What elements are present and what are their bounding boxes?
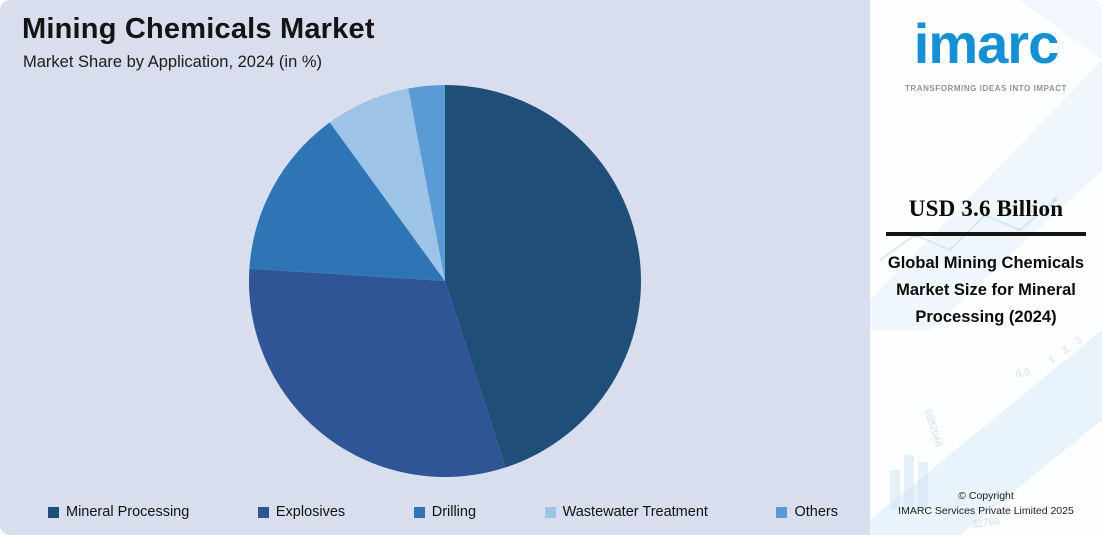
pie-chart [249,85,641,477]
pie-slice-drilling [249,122,445,281]
pie-slice-mineral-processing [445,85,641,468]
chart-legend: Mineral Processing Explosives Drilling Wast… [48,504,838,520]
sidebar-decoration [870,0,1102,535]
stat-value: USD 3.6 Billion [908,196,1064,221]
legend-swatch [413,506,425,518]
legend-item-wastewater-treatment: Wastewater Treatment [544,504,708,520]
pie-slice-others [408,85,445,281]
legend-item-explosives: Explosives [257,504,346,520]
legend-label: Drilling [431,504,477,520]
legend-item-mineral-processing: Mineral Processing [48,504,189,520]
copyright: © Copyright IMARC Services Private Limit… [870,489,1102,519]
sidebar: 0.0 1 2 3 6982048 32768 imarc TRANSFORMI… [870,0,1102,535]
legend-label: Mineral Processing [66,504,190,520]
legend-swatch [776,506,788,518]
legend-item-others: Others [776,504,838,520]
legend-item-drilling: Drilling [413,504,477,520]
legend-label: Wastewater Treatment [562,504,708,520]
stat-block: USD 3.6 Billion Global Mining Chemicals … [884,196,1088,332]
logo-tagline: TRANSFORMING IDEAS INTO IMPACT [905,84,1067,93]
copyright-line1: © Copyright [958,489,1014,502]
imarc-logo: imarc [913,12,1059,75]
legend-swatch [257,506,269,518]
chart-area: Mining Chemicals Market Market Share by … [22,13,838,520]
legend-label: Explosives [275,504,346,520]
pie-slice-explosives [249,268,506,477]
pie-slice-wastewater-treatment [329,88,445,281]
stat-label: Global Mining Chemicals Market Size for … [887,254,1085,327]
legend-swatch [544,506,556,518]
chart-subtitle: Market Share by Application, 2024 (in %) [23,53,322,71]
legend-swatch [48,506,59,518]
copyright-line2: IMARC Services Private Limited 2025 [898,504,1074,517]
legend-label: Others [794,504,838,520]
page-title: Mining Chemicals Market [22,13,375,45]
stat-divider [886,232,1086,236]
